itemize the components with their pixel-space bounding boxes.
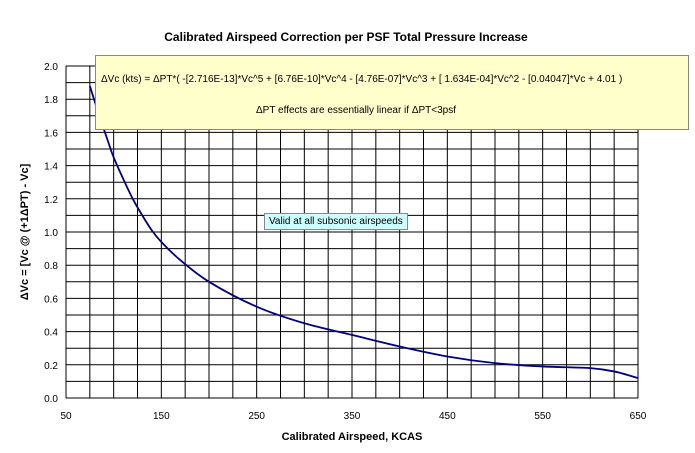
- formula-text: ΔVc (kts) = ΔPT*( -[2.716E-13]*Vc^5 + [6…: [101, 74, 623, 85]
- series-line: [88, 85, 639, 379]
- y-tick-label: 0.2: [44, 361, 58, 372]
- y-tick-label: 1.4: [44, 162, 58, 173]
- y-tick-label: 1.0: [44, 228, 58, 239]
- series: [88, 85, 639, 379]
- x-tick-label: 150: [153, 411, 170, 422]
- linearity-note: ΔPT effects are essentially linear if ΔP…: [256, 105, 457, 116]
- x-tick-label: 350: [344, 411, 361, 422]
- x-axis-label: Calibrated Airspeed, KCAS: [282, 431, 423, 443]
- y-tick-label: 1.8: [44, 95, 58, 106]
- x-tick-label: 650: [630, 411, 647, 422]
- x-tick-labels: 50 150 250 350 450 550 650: [60, 411, 646, 422]
- formula-annotation: ΔVc (kts) = ΔPT*( -[2.716E-13]*Vc^5 + [6…: [95, 55, 689, 130]
- chart-title: Calibrated Airspeed Correction per PSF T…: [164, 30, 528, 44]
- y-tick-labels: 0.0 0.2 0.4 0.6 0.8 1.0 1.2 1.4 1.6 1.8 2.0: [44, 62, 58, 405]
- y-tick-label: 0.8: [44, 261, 58, 272]
- y-tick-label: 0.0: [44, 394, 58, 405]
- validity-annotation: Valid at all subsonic airspeeds: [264, 213, 408, 230]
- y-tick-label: 0.4: [44, 328, 58, 339]
- y-axis-label: ΔVc = [Vc @ (+1ΔPT) - Vc]: [19, 163, 31, 300]
- y-tick-label: 1.2: [44, 195, 58, 206]
- x-tick-label: 50: [60, 411, 72, 422]
- y-tick-label: 1.6: [44, 128, 58, 139]
- x-tick-label: 250: [248, 411, 265, 422]
- y-tick-label: 2.0: [44, 62, 58, 73]
- y-tick-label: 0.6: [44, 294, 58, 305]
- x-tick-label: 550: [534, 411, 551, 422]
- x-tick-label: 450: [439, 411, 456, 422]
